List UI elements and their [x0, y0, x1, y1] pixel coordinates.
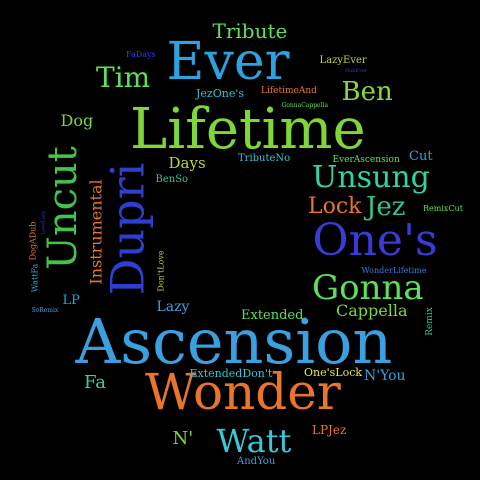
word-lifetimeand: LifetimeAnd	[261, 85, 317, 96]
word-lovelazy: LoveLazy	[40, 210, 47, 234]
word-extendeddont: ExtendedDon't	[189, 366, 273, 380]
word-jez: Jez	[366, 192, 406, 222]
word-lazy: Lazy	[156, 299, 190, 315]
word-lock: Lock	[308, 194, 362, 219]
word-days: Days	[168, 153, 206, 172]
word-fa: Fa	[84, 372, 106, 393]
word-lifetime: Lifetime	[130, 97, 366, 162]
word-dubever: DubEver	[345, 67, 368, 74]
word-dontlove: Don'tLove	[156, 250, 166, 292]
word-tim: Tim	[96, 61, 151, 94]
word-ever: Ever	[166, 32, 290, 92]
word-wonderlifetime: WonderLifetime	[361, 266, 427, 275]
word-n: N'	[172, 428, 194, 449]
word-unsung: Unsung	[312, 160, 430, 195]
word-dupri: Dupri	[99, 162, 154, 296]
word-ben: Ben	[341, 77, 393, 107]
word-ones: One's	[312, 215, 438, 266]
word-oneslock: One'sLock	[304, 365, 363, 379]
word-lpjez: LPJez	[312, 423, 347, 437]
word-dog: Dog	[60, 111, 94, 130]
word-instrumental: Instrumental	[86, 179, 106, 285]
word-uncut: Uncut	[39, 146, 86, 270]
word-remixcut: RemixCut	[423, 204, 463, 213]
word-gonna: Gonna	[312, 268, 424, 308]
word-tribute: Tribute	[212, 19, 288, 43]
word-remix: Remix	[424, 306, 435, 336]
word-everascension: EverAscension	[332, 154, 400, 165]
word-nyou: N'You	[364, 368, 406, 384]
word-benso: BenSo	[155, 174, 189, 185]
word-andyou: AndYou	[237, 456, 276, 467]
word-cappella: Cappella	[336, 301, 408, 320]
word-lazyever: LazyEver	[319, 55, 367, 66]
word-lp: LP	[62, 292, 80, 308]
word-ascension: Ascension	[75, 305, 393, 378]
word-watt: Watt	[216, 422, 292, 460]
word-cut: Cut	[409, 148, 433, 164]
word-gonnacappella: GonnaCappella	[281, 102, 329, 109]
word-extended: Extended	[241, 307, 304, 323]
word-dogadub: DogADub	[27, 221, 37, 261]
word-soremix: SoRemix	[31, 307, 59, 314]
word-fadays: FaDays	[126, 50, 156, 59]
word-wattfa: WattFa	[29, 263, 39, 293]
word-wonder: Wonder	[145, 363, 341, 421]
word-jezones: JezOne's	[196, 86, 244, 100]
word-tributeno: TributeNo	[238, 153, 291, 164]
